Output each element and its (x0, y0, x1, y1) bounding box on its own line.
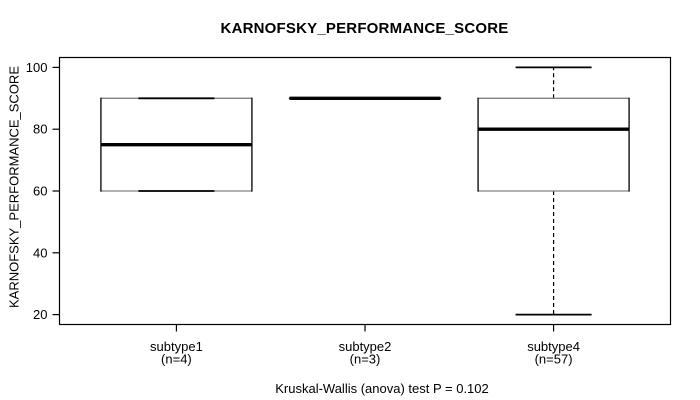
box (478, 98, 630, 191)
group-count-label: (n=57) (535, 352, 573, 367)
y-tick-label: 100 (26, 60, 48, 75)
stat-test-caption: Kruskal-Wallis (anova) test P = 0.102 (275, 381, 489, 396)
group-label: subtype4 (527, 339, 580, 354)
group-label: subtype1 (150, 339, 203, 354)
y-tick-label: 60 (33, 184, 47, 199)
group-count-label: (n=4) (161, 352, 192, 367)
group-label: subtype2 (339, 339, 392, 354)
y-tick-label: 80 (33, 122, 47, 137)
y-tick-label: 40 (33, 245, 47, 260)
group-count-label: (n=3) (350, 352, 381, 367)
chart-title: KARNOFSKY_PERFORMANCE_SCORE (220, 20, 509, 37)
y-tick-label: 20 (33, 307, 47, 322)
